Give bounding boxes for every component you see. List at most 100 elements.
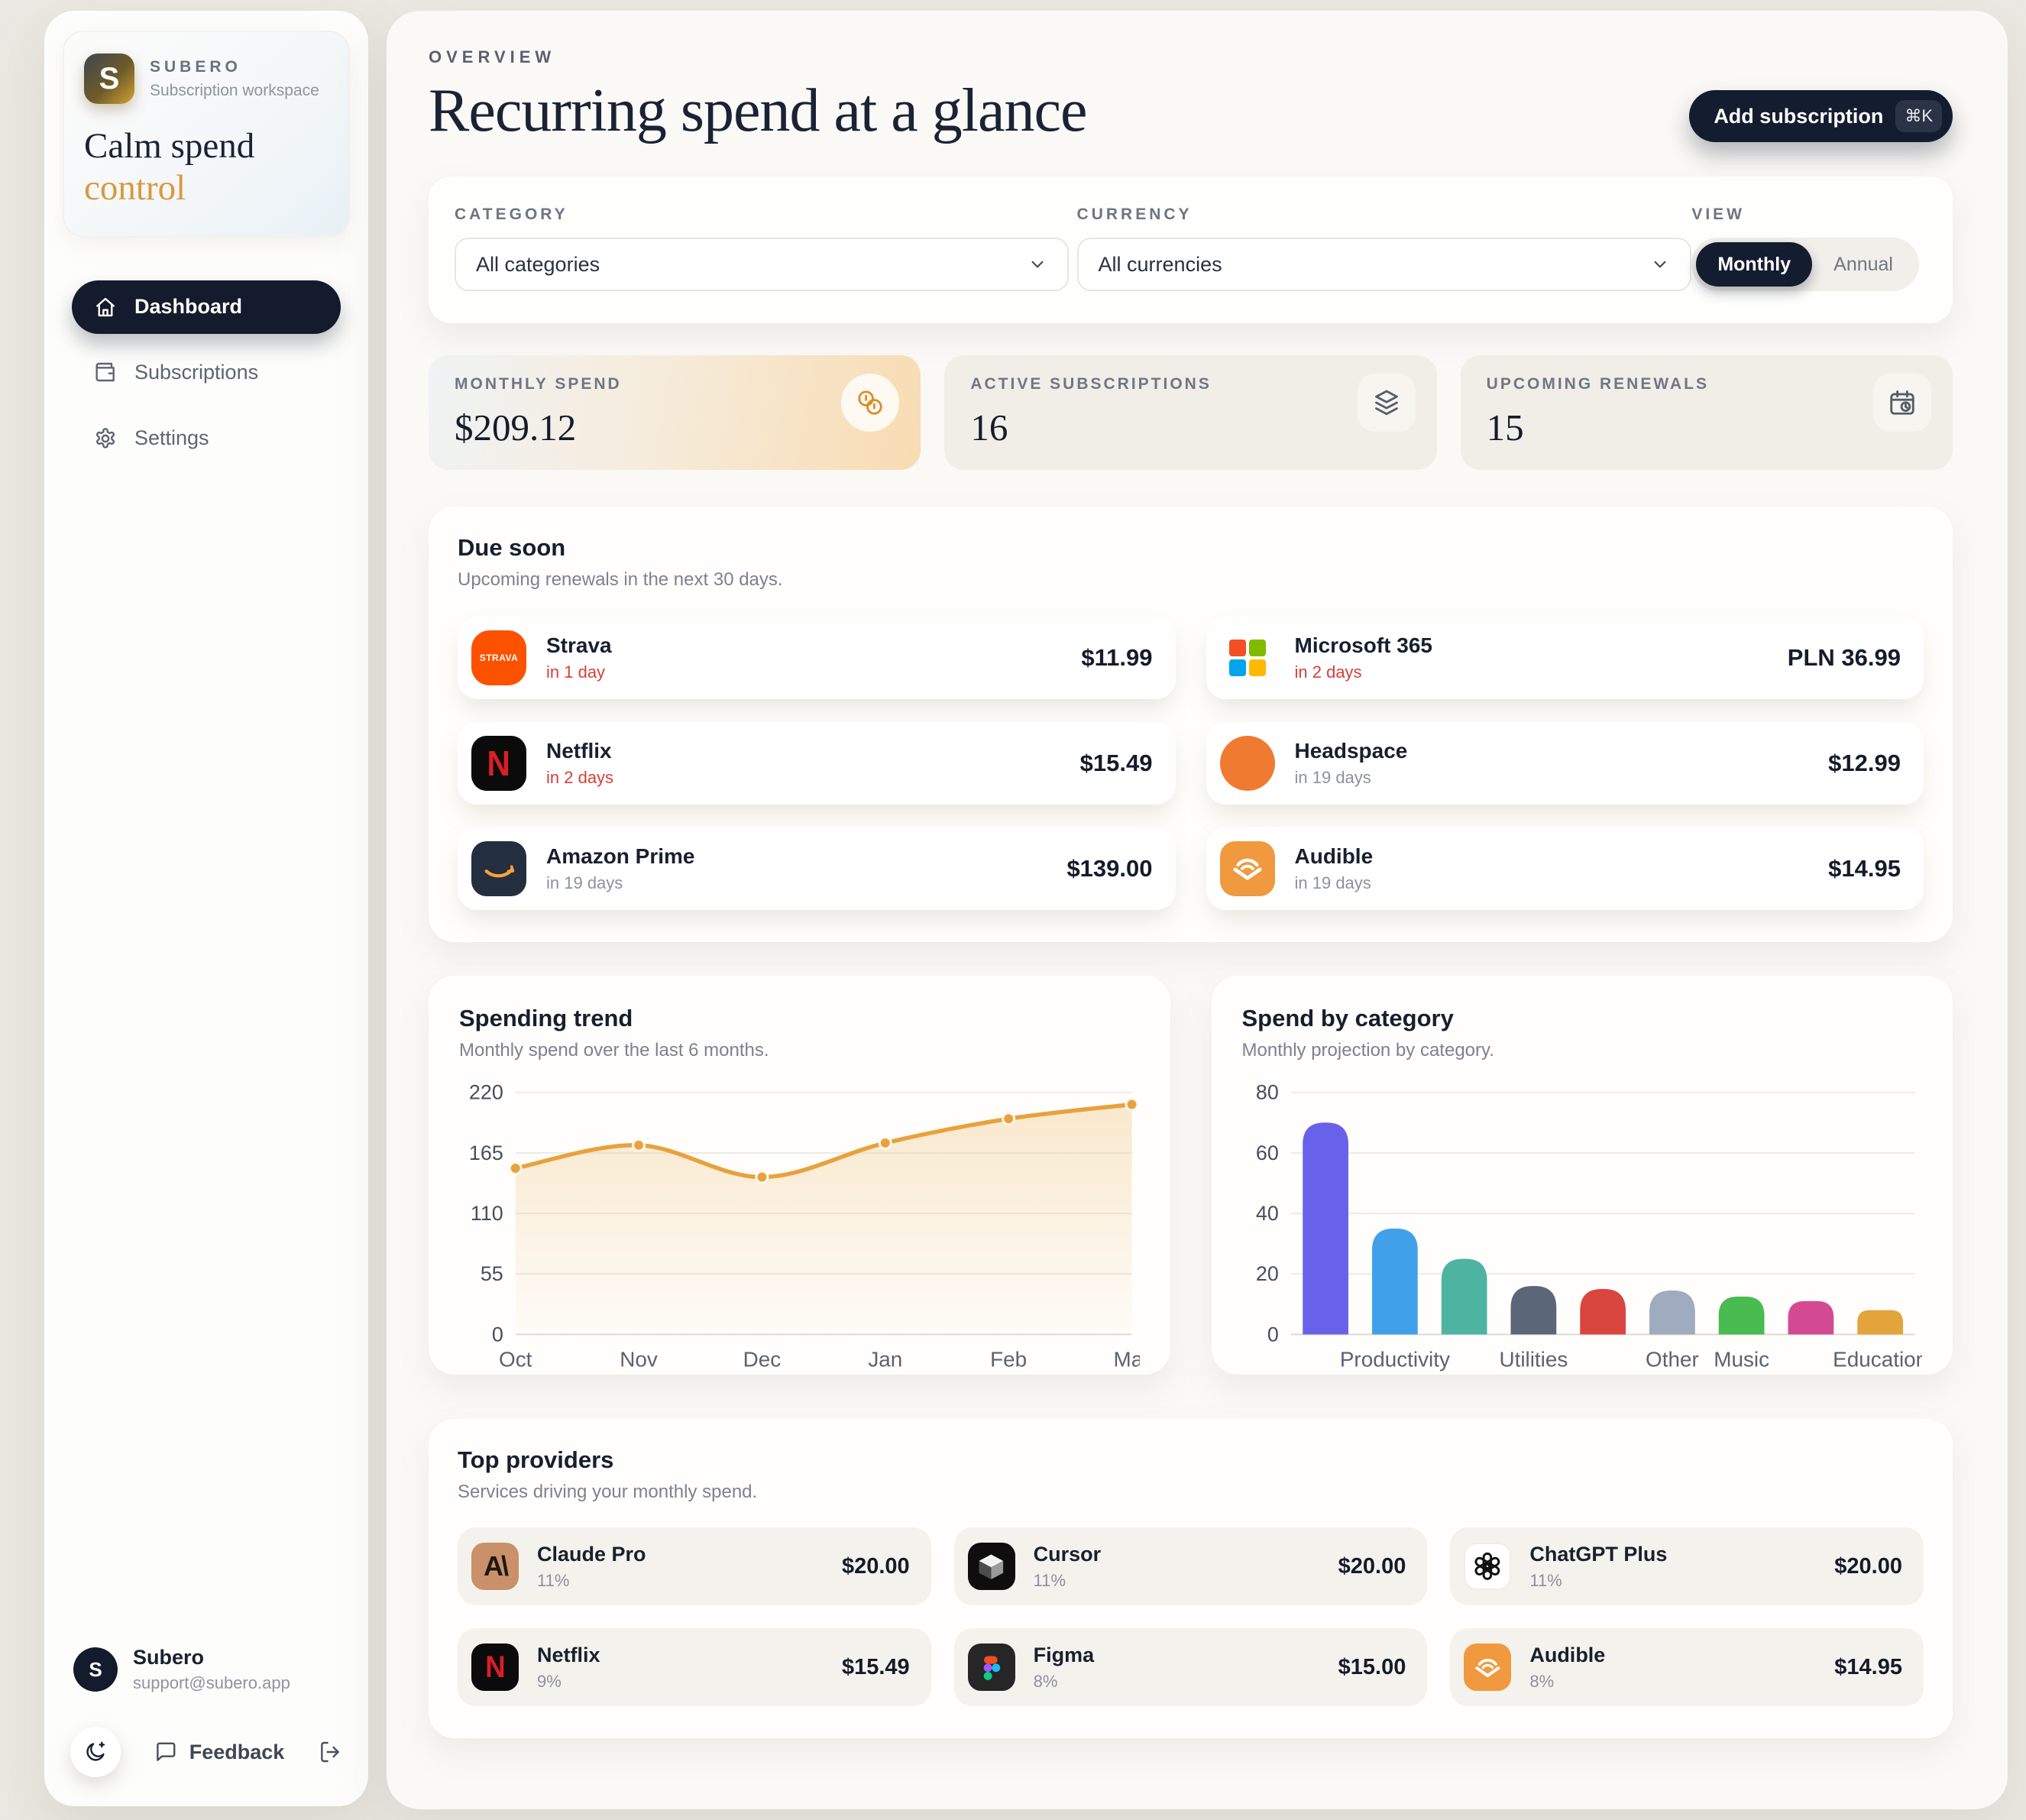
keyboard-shortcut-badge: ⌘K — [1895, 100, 1942, 132]
category-bar — [1856, 1310, 1903, 1335]
provider-card[interactable]: Cursor 11% $20.00 — [953, 1527, 1428, 1605]
spend-by-category-subtitle: Monthly projection by category. — [1241, 1040, 1494, 1061]
sidebar-item-label: Subscriptions — [134, 361, 259, 384]
spending-trend-subtitle: Monthly spend over the last 6 months. — [459, 1040, 769, 1061]
chevron-down-icon — [1650, 254, 1670, 274]
chat-bubble-icon — [154, 1741, 177, 1763]
audible-icon — [1464, 1644, 1512, 1691]
spending-trend-card: Spending trend Monthly spend over the la… — [429, 976, 1170, 1375]
category-bar — [1302, 1122, 1348, 1335]
svg-text:Other: Other — [1646, 1347, 1699, 1371]
sidebar-item-settings[interactable]: Settings — [72, 412, 341, 465]
sidebar: S SUBERO Subscription workspace Calm spe… — [44, 11, 368, 1806]
top-providers-subtitle: Services driving your monthly spend. — [458, 1482, 758, 1502]
svg-text:20: 20 — [1255, 1262, 1278, 1285]
layers-icon — [1357, 374, 1416, 432]
category-bar — [1441, 1258, 1487, 1335]
subscription-name: Microsoft 365 — [1294, 633, 1433, 657]
user-profile[interactable]: S Subero support@subero.app — [70, 1646, 342, 1693]
subscription-price: $11.99 — [1081, 644, 1153, 671]
user-email: support@subero.app — [133, 1673, 290, 1692]
top-providers-title: Top providers — [458, 1446, 614, 1473]
brand-name: SUBERO — [150, 57, 241, 76]
svg-text:165: 165 — [469, 1142, 503, 1164]
renewal-countdown: in 19 days — [546, 873, 623, 892]
provider-share: 11% — [1033, 1570, 1066, 1590]
spending-trend-title: Spending trend — [459, 1005, 633, 1031]
svg-text:Utilities: Utilities — [1499, 1347, 1568, 1371]
provider-share: 9% — [537, 1671, 562, 1691]
due-soon-row[interactable]: Amazon Prime in 19 days $139.00 — [458, 827, 1176, 910]
svg-text:Nov: Nov — [620, 1347, 658, 1371]
svg-text:55: 55 — [481, 1262, 503, 1285]
sidebar-nav: Dashboard Subscriptions Settings — [63, 280, 350, 465]
due-soon-title: Due soon — [458, 534, 566, 561]
spend-by-category-chart: 0 20 40 60 80 Productivity Utilities Other Music… — [1255, 1081, 1922, 1371]
category-bar — [1371, 1228, 1418, 1335]
provider-name: ChatGPT Plus — [1529, 1542, 1668, 1566]
due-soon-row[interactable]: N Netflix in 2 days $15.49 — [458, 722, 1176, 805]
due-soon-row[interactable]: Audible in 19 days $14.95 — [1206, 827, 1924, 910]
logout-icon — [318, 1740, 342, 1764]
svg-text:Education: Education — [1833, 1347, 1922, 1371]
provider-card[interactable]: Figma 8% $15.00 — [953, 1628, 1428, 1706]
stat-card-active-subscriptions: ACTIVE SUBSCRIPTIONS 16 — [944, 355, 1437, 470]
renewal-countdown: in 2 days — [546, 768, 614, 787]
feedback-button[interactable]: Feedback — [154, 1740, 285, 1764]
provider-share: 11% — [537, 1570, 570, 1590]
sidebar-item-dashboard[interactable]: Dashboard — [72, 280, 341, 334]
view-filter-label: VIEW — [1691, 206, 1745, 223]
stat-label: ACTIVE SUBSCRIPTIONS — [970, 375, 1212, 393]
subscription-name: Headspace — [1294, 739, 1408, 763]
coins-icon — [841, 374, 900, 432]
provider-name: Cursor — [1033, 1542, 1102, 1566]
provider-price: $15.49 — [841, 1654, 910, 1679]
spend-by-category-title: Spend by category — [1241, 1005, 1454, 1031]
due-soon-subtitle: Upcoming renewals in the next 30 days. — [458, 569, 783, 590]
svg-text:Oct: Oct — [499, 1347, 532, 1371]
provider-card[interactable]: Audible 8% $14.95 — [1450, 1628, 1924, 1706]
due-soon-row[interactable]: Microsoft 365 in 2 days PLN 36.99 — [1206, 617, 1924, 699]
brand-subtitle: Subscription workspace — [150, 81, 319, 99]
renewal-countdown: in 19 days — [1294, 768, 1371, 787]
provider-card[interactable]: ChatGPT Plus 11% $20.00 — [1450, 1527, 1924, 1605]
renewal-countdown: in 2 days — [1294, 662, 1362, 682]
sidebar-item-subscriptions[interactable]: Subscriptions — [72, 346, 341, 400]
svg-text:Feb: Feb — [990, 1347, 1027, 1371]
view-option-monthly[interactable]: Monthly — [1696, 242, 1813, 287]
provider-share: 8% — [1033, 1671, 1058, 1691]
stat-card-monthly-spend: MONTHLY SPEND $209.12 — [429, 355, 921, 470]
svg-text:Jan: Jan — [868, 1347, 902, 1371]
svg-text:60: 60 — [1255, 1142, 1278, 1164]
svg-text:Mar: Mar — [1114, 1347, 1140, 1371]
due-soon-row[interactable]: Headspace in 19 days $12.99 — [1206, 722, 1924, 805]
provider-share: 11% — [1529, 1570, 1562, 1590]
svg-text:110: 110 — [471, 1202, 503, 1225]
provider-name: Claude Pro — [537, 1542, 646, 1566]
currency-select[interactable]: All currencies — [1076, 238, 1691, 291]
provider-card[interactable]: A\ Claude Pro 11% $20.00 — [458, 1527, 931, 1605]
spend-by-category-card: Spend by category Monthly projection by … — [1211, 976, 1953, 1375]
moon-icon — [83, 1740, 108, 1764]
netflix-icon: N — [471, 1644, 519, 1691]
category-bar — [1510, 1286, 1556, 1335]
add-subscription-button[interactable]: Add subscription ⌘K — [1689, 90, 1953, 142]
top-providers-section: Top providers Services driving your mont… — [429, 1419, 1953, 1738]
view-option-annual[interactable]: Annual — [1833, 253, 1893, 275]
subscription-name: Amazon Prime — [546, 844, 695, 868]
feedback-label: Feedback — [189, 1740, 285, 1763]
provider-card[interactable]: N Netflix 9% $15.49 — [458, 1628, 931, 1706]
due-soon-row[interactable]: STRAVA Strava in 1 day $11.99 — [458, 617, 1176, 699]
category-bar — [1788, 1300, 1833, 1335]
category-select[interactable]: All categories — [455, 238, 1069, 291]
home-icon — [93, 295, 118, 319]
subscription-name: Strava — [546, 633, 612, 657]
claude-icon: A\ — [471, 1543, 519, 1590]
logout-button[interactable] — [318, 1740, 342, 1764]
filter-bar: CATEGORY All categories CURRENCY All cur… — [429, 176, 1953, 323]
headspace-icon — [1219, 736, 1275, 791]
theme-toggle-button[interactable] — [70, 1727, 121, 1777]
svg-text:Music: Music — [1714, 1347, 1769, 1371]
spending-trend-chart: 0 55 110 165 220 Oct Nov Dec Jan Feb Mar — [469, 1081, 1140, 1371]
breadcrumb-eyebrow: OVERVIEW — [429, 47, 556, 66]
